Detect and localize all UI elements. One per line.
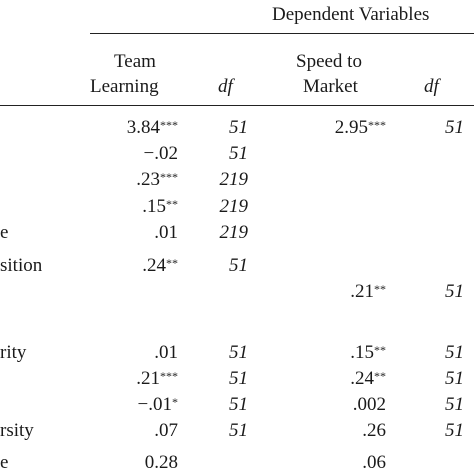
- team-learning-df: 51: [204, 394, 248, 416]
- speed-to-market-df: 51: [420, 420, 464, 442]
- team-learning-coef: 3.84***: [98, 117, 178, 139]
- row-label: e: [0, 452, 9, 473]
- significance-stars: **: [166, 197, 178, 211]
- team-learning-coef: 0.28: [98, 452, 178, 474]
- significance-stars: **: [374, 282, 386, 296]
- team-learning-coef: −.02: [98, 143, 178, 165]
- speed-to-market-df-value: 51: [445, 420, 464, 441]
- team-learning-df-value: 51: [229, 117, 248, 138]
- significance-stars: **: [374, 369, 386, 383]
- significance-stars: ***: [368, 118, 386, 132]
- team-learning-coef-value: .21: [136, 368, 160, 389]
- team-learning-df-value: 51: [229, 368, 248, 389]
- team-learning-coef: .21***: [98, 368, 178, 390]
- team-learning-coef: .01: [98, 222, 178, 244]
- team-learning-df-value: 219: [219, 196, 249, 217]
- team-learning-df: 51: [204, 342, 248, 364]
- team-learning-coef: −.01*: [98, 394, 178, 416]
- team-learning-coef-value: .23: [136, 169, 160, 190]
- speed-to-market-df-value: 51: [445, 342, 464, 363]
- team-learning-df-value: 219: [219, 222, 249, 243]
- group-rule: [90, 33, 474, 34]
- team-learning-df-value: 51: [229, 420, 248, 441]
- speed-to-market-df-value: 51: [445, 117, 464, 138]
- speed-to-market-coef-value: .26: [362, 420, 386, 441]
- speed-to-market-df-value: 51: [445, 394, 464, 415]
- team-learning-coef: .01: [98, 342, 178, 364]
- team-learning-coef: .24**: [98, 255, 178, 277]
- row-label: sition: [0, 255, 43, 276]
- speed-header-line1: Speed to: [296, 51, 362, 72]
- team-learning-df: 219: [204, 196, 249, 218]
- df-header-1: df: [218, 76, 233, 97]
- significance-stars: ***: [160, 369, 178, 383]
- team-learning-df-value: 51: [229, 255, 248, 276]
- team-learning-df-value: 51: [229, 342, 248, 363]
- speed-to-market-coef-value: .06: [362, 452, 386, 473]
- speed-to-market-coef: .21**: [306, 281, 386, 303]
- header-rule: [0, 105, 474, 106]
- team-learning-coef-value: −.01: [137, 394, 172, 415]
- significance-stars: ***: [160, 118, 178, 132]
- speed-to-market-coef-value: 2.95: [334, 117, 368, 138]
- team-learning-coef-value: 3.84: [126, 117, 160, 138]
- team-learning-coef-value: 0.28: [144, 452, 178, 473]
- team-learning-coef: .07: [98, 420, 178, 442]
- row-label: rsity: [0, 420, 34, 441]
- speed-to-market-df-value: 51: [445, 368, 464, 389]
- team-learning-coef-value: .15: [142, 196, 166, 217]
- team-learning-df: 51: [204, 368, 248, 390]
- speed-to-market-coef: 2.95***: [306, 117, 386, 139]
- team-learning-coef-value: .24: [142, 255, 166, 276]
- speed-to-market-coef-value: .24: [350, 368, 374, 389]
- speed-to-market-coef: .002: [306, 394, 386, 416]
- team-learning-header-line1: Team: [114, 51, 156, 72]
- speed-to-market-df: 51: [420, 342, 464, 364]
- row-label: e: [0, 222, 9, 243]
- speed-to-market-df-value: 51: [445, 281, 464, 302]
- speed-to-market-coef: .15**: [306, 342, 386, 364]
- team-learning-coef: .15**: [98, 196, 178, 218]
- speed-to-market-coef: .24**: [306, 368, 386, 390]
- significance-stars: **: [166, 256, 178, 270]
- row-label: rity: [0, 342, 27, 363]
- team-learning-coef-value: −.02: [143, 143, 178, 164]
- speed-header-line2: Market: [303, 76, 358, 97]
- dependent-variables-heading: Dependent Variables: [272, 4, 430, 25]
- team-learning-coef: .23***: [98, 169, 178, 191]
- team-learning-df-value: 51: [229, 143, 248, 164]
- team-learning-coef-value: .01: [154, 222, 178, 243]
- team-learning-df: 51: [204, 255, 248, 277]
- team-learning-df: 51: [204, 117, 248, 139]
- significance-stars: *: [172, 395, 178, 409]
- speed-to-market-coef-value: .21: [350, 281, 374, 302]
- team-learning-df-value: 219: [219, 169, 249, 190]
- speed-to-market-coef: .26: [306, 420, 386, 442]
- team-learning-df: 219: [204, 222, 249, 244]
- team-learning-df: 219: [204, 169, 249, 191]
- team-learning-coef-value: .07: [154, 420, 178, 441]
- speed-to-market-df: 51: [420, 394, 464, 416]
- speed-to-market-coef-value: .002: [352, 394, 386, 415]
- team-learning-df: 51: [204, 420, 248, 442]
- team-learning-df-value: 51: [229, 394, 248, 415]
- significance-stars: **: [374, 343, 386, 357]
- speed-to-market-df: 51: [420, 117, 464, 139]
- speed-to-market-df: 51: [420, 281, 464, 303]
- significance-stars: ***: [160, 170, 178, 184]
- team-learning-df: 51: [204, 143, 248, 165]
- speed-to-market-coef-value: .15: [350, 342, 374, 363]
- df-header-2: df: [424, 76, 439, 97]
- team-learning-header-line2: Learning: [90, 76, 159, 97]
- speed-to-market-df: 51: [420, 368, 464, 390]
- speed-to-market-coef: .06: [306, 452, 386, 474]
- team-learning-coef-value: .01: [154, 342, 178, 363]
